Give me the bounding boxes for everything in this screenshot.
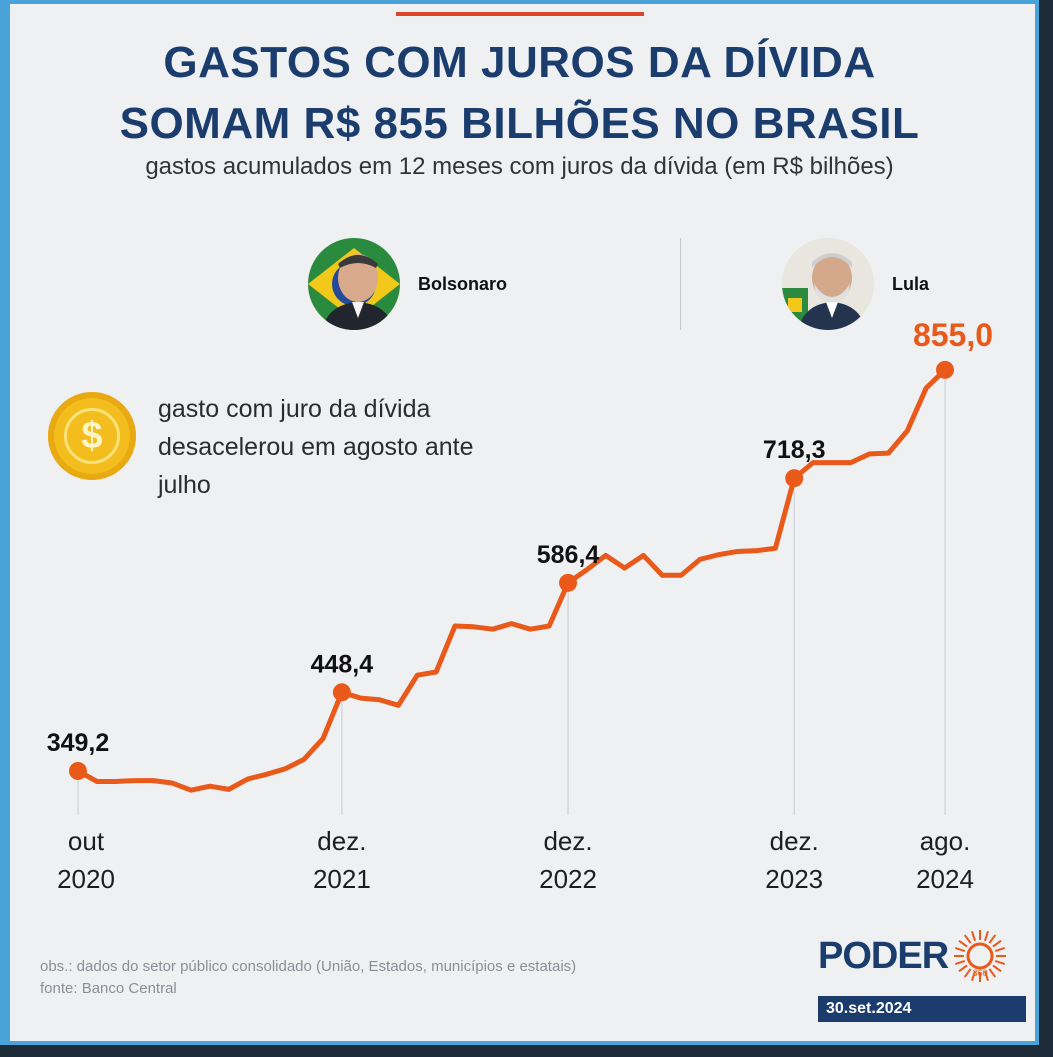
logo-sub: 360: [973, 968, 988, 978]
logo-ray: [995, 959, 1006, 965]
data-label: 586,4: [537, 541, 600, 569]
top-accent-rule: [396, 12, 644, 16]
logo-ray: [988, 968, 997, 978]
series-line: [76, 368, 947, 793]
logo-text: PODER: [818, 934, 949, 977]
data-point: [559, 573, 578, 592]
x-tick-label: 2023: [765, 864, 823, 894]
logo-ray: [964, 968, 972, 978]
annotation-note: gasto com juro da dívida desacelerou em …: [158, 395, 474, 499]
line-chart: 349,2 448,4 586,4 718,3 855,0 out 2020 dez. 2021…: [47, 317, 993, 894]
infographic-card: [0, 0, 1039, 1045]
x-tick-label: out: [68, 826, 105, 856]
x-tick-label: ago.: [920, 826, 971, 856]
logo-ray: [984, 930, 990, 942]
background-edge: [1039, 0, 1053, 1057]
title-line-2: SOMAM R$ 855 BILHÕES NO BRASIL: [119, 99, 920, 148]
person-bolsonaro: Bolsonaro: [308, 238, 507, 330]
x-tick-label: 2022: [539, 864, 597, 894]
data-point: [785, 469, 804, 488]
footer-source: fonte: Banco Central: [40, 980, 177, 997]
data-label: 855,0: [913, 317, 993, 353]
bolsonaro-photo: [308, 238, 400, 330]
person-name-bolsonaro: Bolsonaro: [418, 273, 508, 294]
person-name-lula: Lula: [892, 273, 930, 294]
logo-ray: [984, 970, 990, 982]
background-edge-bottom: [0, 1045, 1053, 1057]
title-line-1: GASTOS COM JUROS DA DÍVIDA: [163, 38, 876, 87]
x-tick-label: 2021: [313, 864, 371, 894]
lula-photo: [782, 238, 874, 330]
person-lula: Lula: [782, 238, 929, 330]
x-tick-label: dez.: [770, 826, 819, 856]
logo-ray: [958, 964, 968, 973]
logo-ray: [955, 947, 966, 953]
x-tick-label: 2024: [916, 864, 974, 894]
logo-ray: [992, 964, 1002, 973]
x-tick-label: dez.: [543, 826, 592, 856]
coin-dollar-icon: $: [48, 392, 136, 480]
logo-ray: [995, 947, 1006, 953]
data-point: [936, 360, 954, 379]
logo-ray: [964, 934, 972, 944]
publish-date: 30.set.2024: [818, 996, 1026, 1022]
footer-obs: obs.: dados do setor público consolidado…: [40, 958, 577, 975]
data-label: 718,3: [763, 436, 826, 464]
logo-ray: [992, 939, 1002, 948]
subtitle: gastos acumulados em 12 meses com juros …: [145, 153, 894, 180]
logo-ray: [958, 939, 968, 948]
data-label: 349,2: [47, 729, 110, 757]
data-point: [69, 761, 87, 780]
era-divider: [680, 238, 681, 330]
x-tick-label: dez.: [317, 826, 366, 856]
poder360-logo: PODER 360: [818, 926, 1010, 986]
x-tick-label: 2020: [57, 864, 115, 894]
sunburst-icon: 360: [954, 930, 1007, 982]
data-label: 448,4: [311, 650, 374, 678]
logo-ray: [955, 959, 966, 965]
logo-ray: [971, 970, 977, 982]
logo-ray: [971, 930, 977, 942]
logo-ray: [988, 934, 997, 944]
data-point: [332, 683, 351, 702]
